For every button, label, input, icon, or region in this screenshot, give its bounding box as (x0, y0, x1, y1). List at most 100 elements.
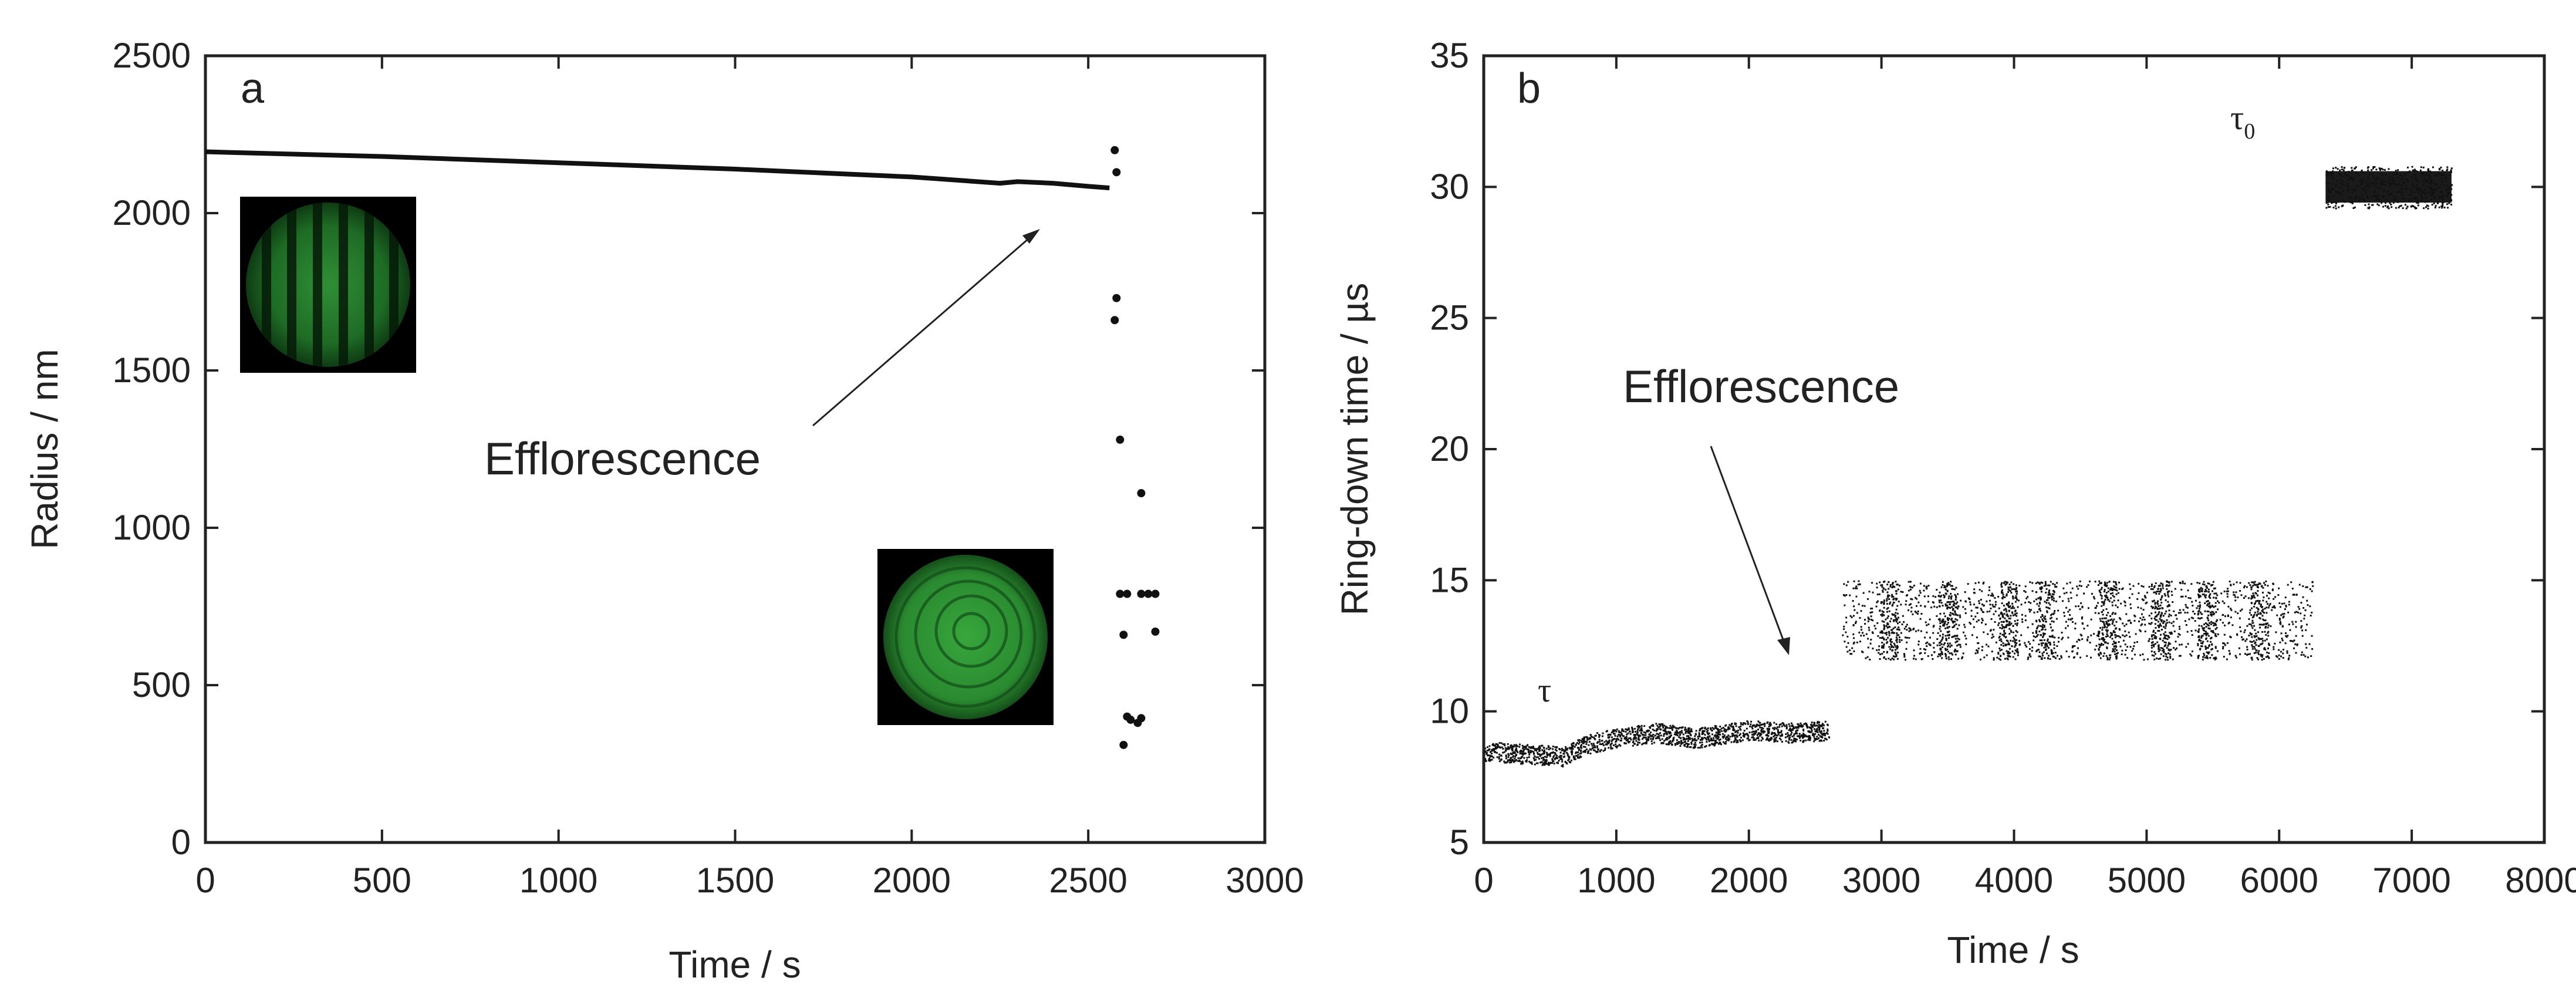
tau-efflorescence-point (2199, 582, 2201, 585)
tau-point (1723, 730, 1726, 732)
tau-efflorescence-point (2197, 613, 2200, 615)
tau-efflorescence-point (2098, 653, 2100, 656)
tau-efflorescence-point (1895, 598, 1897, 600)
tau-efflorescence-point (1974, 652, 1977, 655)
tau-efflorescence-point (2040, 634, 2042, 636)
tau0-point (2327, 191, 2329, 193)
tau-efflorescence-point (2160, 589, 2162, 591)
tau0-point (2440, 196, 2443, 198)
tau0-point (2435, 189, 2437, 191)
tau-point (1719, 742, 1721, 744)
tau-point (1512, 755, 1515, 757)
tau-efflorescence-point (1947, 619, 1949, 621)
tau-efflorescence-point (1912, 658, 1915, 660)
tau-point (1686, 743, 1688, 745)
tau-point (1622, 734, 1624, 737)
tau-efflorescence-point (1960, 599, 1962, 602)
tau-point (1560, 757, 1562, 759)
tau0-point (2362, 198, 2364, 201)
tau-point (1714, 734, 1717, 736)
tau-efflorescence-point (1917, 629, 1920, 632)
tau-point (1514, 757, 1516, 760)
tau-point (1570, 751, 1572, 753)
tau-efflorescence-point (1964, 608, 1966, 610)
tau-efflorescence-point (2213, 657, 2215, 659)
tau0-point (2389, 202, 2391, 204)
tau-efflorescence-point (1880, 646, 1883, 649)
tau-point (1751, 726, 1753, 728)
tau0-point (2399, 174, 2402, 176)
tau-efflorescence-point (2106, 657, 2109, 659)
tau-point (1761, 730, 1764, 733)
tau-efflorescence-point (2114, 653, 2116, 655)
tau-efflorescence-point (1946, 608, 1949, 610)
tau-efflorescence-point (2295, 621, 2297, 623)
tau-efflorescence-point (1981, 649, 1983, 652)
tau-point (1623, 742, 1626, 744)
tau-efflorescence-point (2184, 620, 2186, 622)
tau-point (1522, 747, 1524, 749)
tau-efflorescence-point (1994, 605, 1996, 608)
tau-efflorescence-point (2008, 624, 2010, 626)
tau-efflorescence-point (2001, 628, 2003, 630)
tau-point (1802, 734, 1804, 736)
tau-efflorescence-point (2177, 636, 2179, 638)
tau-efflorescence-point (2292, 623, 2294, 625)
tau0-point (2430, 172, 2432, 174)
tau-efflorescence-point (2211, 654, 2213, 656)
tau0-point (2325, 182, 2328, 184)
tau0-point (2379, 167, 2382, 170)
tau-efflorescence-point (2111, 633, 2114, 636)
tau-point (1656, 733, 1659, 735)
tau-efflorescence-point (2042, 651, 2045, 653)
tau-efflorescence-point (2163, 641, 2166, 643)
tau-point (1773, 740, 1775, 743)
tau-efflorescence-point (1990, 607, 1992, 609)
tau-efflorescence-point (2014, 658, 2017, 660)
tau-efflorescence-point (2104, 598, 2106, 601)
tau-efflorescence-point (2102, 626, 2104, 629)
tau-efflorescence-point (2208, 603, 2210, 605)
tau0-point (2442, 195, 2445, 197)
tau-efflorescence-point (2123, 625, 2126, 627)
tau-point (1818, 733, 1820, 736)
tau-efflorescence-point (1938, 595, 1940, 597)
tau-point (1765, 739, 1767, 741)
tau-efflorescence-point (2038, 651, 2041, 653)
tau-efflorescence-point (2278, 587, 2280, 589)
tau-efflorescence-point (1876, 600, 1879, 602)
tau-efflorescence-point (2060, 656, 2062, 659)
tau-efflorescence-point (1970, 615, 1973, 617)
tau-point (1727, 734, 1730, 737)
tau0-point (2355, 186, 2358, 188)
radius-point (1123, 589, 1132, 598)
tau-point (1690, 729, 1692, 732)
tau-efflorescence-point (1852, 600, 1854, 602)
tau-efflorescence-point (1910, 606, 1913, 609)
tau-point (1606, 742, 1608, 744)
tau-efflorescence-point (2268, 592, 2271, 595)
tau-efflorescence-point (2047, 594, 2050, 596)
tau-efflorescence-point (2188, 618, 2190, 621)
tau-efflorescence-point (2305, 646, 2308, 649)
x-tick-label-b: 1000 (1577, 861, 1655, 900)
tau-efflorescence-point (2053, 647, 2055, 649)
tau-efflorescence-point (2266, 603, 2268, 605)
tau-efflorescence-point (2125, 649, 2127, 652)
tau-efflorescence-point (1915, 612, 1917, 614)
tau-efflorescence-point (1906, 641, 1908, 643)
tau-efflorescence-point (1997, 653, 2000, 655)
tau-efflorescence-point (2202, 635, 2204, 637)
tau-efflorescence-point (2215, 658, 2217, 660)
radius-point (1110, 316, 1119, 325)
tau-efflorescence-point (1954, 641, 1957, 643)
tau-point (1515, 744, 1517, 746)
tau-efflorescence-point (1890, 632, 1893, 634)
tau-efflorescence-point (1881, 642, 1883, 644)
tau-point (1647, 739, 1650, 741)
tau-efflorescence-point (2139, 629, 2141, 631)
tau-efflorescence-point (2021, 618, 2024, 621)
tau0-point (2332, 167, 2334, 170)
tau-efflorescence-point (2002, 594, 2004, 596)
tau-point (1823, 730, 1825, 732)
